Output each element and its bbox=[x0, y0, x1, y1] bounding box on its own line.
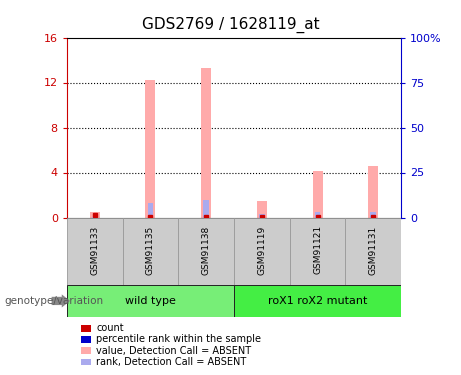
Text: count: count bbox=[96, 323, 124, 333]
Bar bbox=[345, 217, 401, 285]
Bar bbox=[178, 217, 234, 285]
Text: GSM91119: GSM91119 bbox=[257, 225, 266, 274]
Bar bbox=[201, 68, 211, 218]
Bar bbox=[290, 217, 345, 285]
Text: rank, Detection Call = ABSENT: rank, Detection Call = ABSENT bbox=[96, 357, 247, 367]
Bar bbox=[203, 200, 209, 217]
Bar bbox=[67, 285, 234, 317]
Bar bbox=[313, 171, 323, 217]
Bar bbox=[234, 285, 401, 317]
Bar bbox=[257, 201, 267, 217]
Bar bbox=[234, 217, 290, 285]
Bar bbox=[145, 80, 155, 218]
Text: GSM91135: GSM91135 bbox=[146, 225, 155, 274]
Bar bbox=[259, 214, 265, 217]
Text: wild type: wild type bbox=[125, 296, 176, 306]
Text: GSM91138: GSM91138 bbox=[201, 225, 211, 274]
Bar bbox=[67, 217, 123, 285]
Bar bbox=[90, 212, 100, 217]
Text: GSM91121: GSM91121 bbox=[313, 225, 322, 274]
Text: GSM91131: GSM91131 bbox=[369, 225, 378, 274]
Bar bbox=[368, 166, 378, 218]
Text: GDS2769 / 1628119_at: GDS2769 / 1628119_at bbox=[142, 17, 319, 33]
Bar bbox=[371, 212, 376, 217]
Text: GSM91133: GSM91133 bbox=[90, 225, 99, 274]
Text: value, Detection Call = ABSENT: value, Detection Call = ABSENT bbox=[96, 346, 251, 355]
Text: percentile rank within the sample: percentile rank within the sample bbox=[96, 334, 261, 344]
Bar bbox=[148, 203, 153, 217]
Bar bbox=[315, 212, 320, 217]
Bar bbox=[123, 217, 178, 285]
Text: roX1 roX2 mutant: roX1 roX2 mutant bbox=[268, 296, 367, 306]
Text: genotype/variation: genotype/variation bbox=[5, 296, 104, 306]
